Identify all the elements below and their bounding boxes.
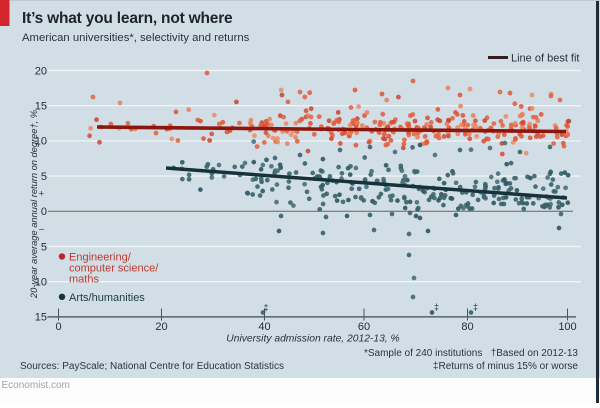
svg-text:American universities*, select: American universities*, selectivity and …	[22, 32, 250, 44]
svg-text:‡: ‡	[473, 302, 478, 312]
svg-text:Engineering/: Engineering/	[69, 252, 132, 264]
svg-text:Arts/humanities: Arts/humanities	[69, 292, 145, 304]
svg-text:‡Returns of minus 15% or worse: ‡Returns of minus 15% or worse	[433, 361, 579, 372]
svg-text:20: 20	[35, 65, 47, 77]
svg-text:20-year average annual return: 20-year average annual return on degree†…	[29, 110, 39, 299]
svg-text:60: 60	[358, 321, 370, 333]
svg-text:*Sample of 240 institutions: *Sample of 240 institutions †Based on 20…	[364, 348, 578, 359]
svg-text:‡: ‡	[264, 303, 269, 313]
svg-text:0: 0	[41, 206, 47, 218]
svg-text:100: 100	[558, 321, 576, 333]
svg-text:University admission rate, 201: University admission rate, 2012-13, %	[226, 334, 399, 345]
svg-text:Sources: PayScale; National Ce: Sources: PayScale; National Centre for E…	[20, 361, 284, 372]
svg-text:40: 40	[258, 321, 270, 333]
svg-text:Economist.com: Economist.com	[2, 380, 70, 391]
svg-text:0: 0	[55, 321, 61, 333]
svg-text:80: 80	[461, 321, 473, 333]
svg-text:Line of best fit: Line of best fit	[511, 53, 580, 65]
svg-text:5: 5	[41, 241, 47, 253]
svg-text:computer science/: computer science/	[69, 263, 159, 275]
svg-text:‡: ‡	[434, 302, 439, 312]
svg-text:20: 20	[155, 321, 167, 333]
svg-text:10: 10	[35, 136, 47, 148]
svg-text:5: 5	[41, 171, 47, 183]
svg-text:maths: maths	[69, 274, 99, 286]
svg-text:It’s what you learn, not where: It’s what you learn, not where	[22, 10, 233, 27]
svg-text:–: –	[39, 224, 44, 234]
svg-text:+: +	[39, 189, 44, 199]
svg-text:15: 15	[35, 312, 47, 324]
svg-text:10: 10	[35, 277, 47, 289]
svg-text:15: 15	[35, 101, 47, 113]
